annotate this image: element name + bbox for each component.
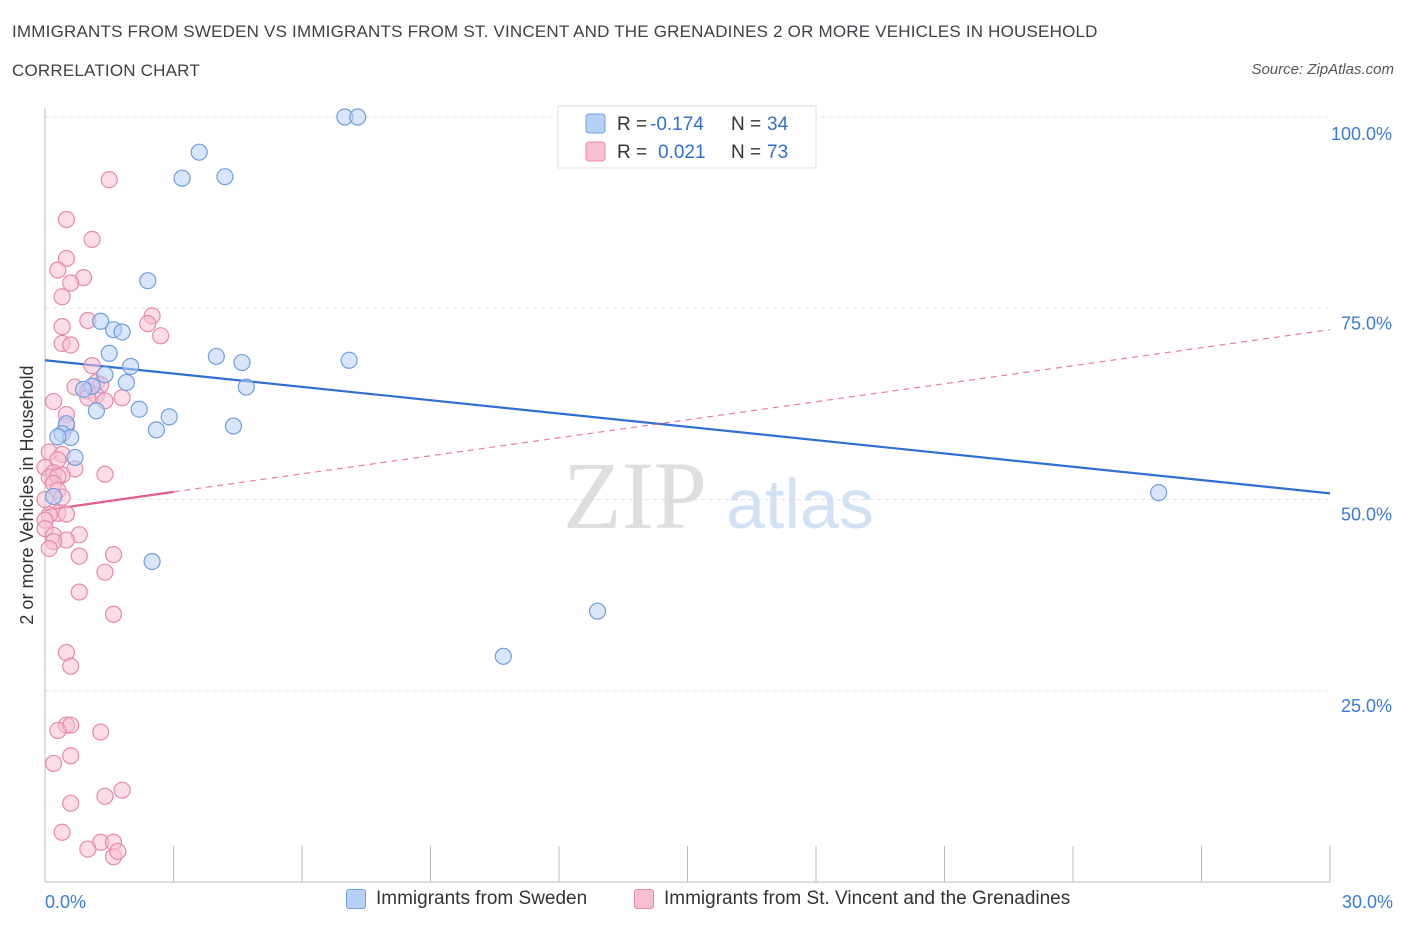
point-stvincent-12 [152, 327, 170, 345]
point-sweden-18 [74, 380, 93, 398]
point-stvincent-15 [83, 357, 101, 375]
legend-series: Immigrants from Sweden Immigrants from S… [0, 888, 1406, 918]
point-stvincent-72 [109, 842, 127, 861]
point-sweden-29 [1150, 484, 1168, 502]
legend-r-value-stvincent: 0.021 [658, 142, 706, 163]
y-tick-label: 100.0% [1331, 124, 1392, 144]
point-stvincent-70 [79, 840, 97, 858]
point-sweden-9 [100, 344, 118, 362]
point-sweden-12 [340, 351, 358, 369]
legend-item-stvincent: Immigrants from St. Vincent and the Gren… [634, 888, 1070, 910]
x-tick-label-min: 0.0% [45, 892, 86, 912]
chart-title: IMMIGRANTS FROM SWEDEN VS IMMIGRANTS FRO… [12, 22, 1098, 41]
point-stvincent-0 [100, 171, 118, 189]
legend-n-value-sweden: 34 [767, 114, 789, 135]
point-stvincent-50 [40, 539, 58, 558]
point-sweden-21 [160, 408, 178, 426]
point-sweden-6 [92, 312, 110, 330]
point-sweden-27 [49, 428, 67, 446]
legend-swatch-sweden-bottom [346, 889, 366, 909]
legend-item-sweden: Immigrants from Sweden [346, 888, 587, 910]
point-sweden-10 [207, 347, 225, 366]
point-stvincent-53 [96, 563, 114, 581]
point-sweden-2 [190, 143, 208, 161]
point-stvincent-42 [57, 505, 76, 523]
point-stvincent-54 [70, 583, 88, 601]
legend-r-label-stvincent: R = [617, 142, 647, 163]
x-tick-label-max: 30.0% [1342, 892, 1393, 912]
point-stvincent-67 [53, 823, 71, 841]
data-points [36, 108, 1168, 866]
point-sweden-33 [44, 487, 63, 506]
point-stvincent-6 [62, 274, 80, 292]
point-sweden-31 [588, 602, 607, 620]
legend-label-stvincent: Immigrants from St. Vincent and the Gren… [664, 888, 1071, 909]
point-sweden-5 [139, 272, 157, 290]
point-stvincent-60 [49, 721, 67, 740]
legend-stats: R = -0.174 N = 34 R = 0.021 N = 73 [557, 105, 817, 169]
y-tick-label: 25.0% [1341, 696, 1392, 716]
point-sweden-1 [349, 108, 367, 126]
y-axis-label: 2 or more Vehicles in Household [17, 365, 37, 624]
y-tick-label: 75.0% [1341, 313, 1392, 333]
point-sweden-23 [147, 421, 165, 439]
point-sweden-32 [494, 647, 512, 665]
y-tick-label: 50.0% [1341, 505, 1392, 525]
point-stvincent-55 [104, 605, 123, 623]
point-stvincent-7 [53, 288, 71, 306]
point-stvincent-1 [57, 210, 76, 229]
legend-n-value-stvincent: 73 [767, 142, 788, 163]
point-stvincent-34 [96, 465, 114, 483]
point-stvincent-21 [113, 389, 131, 407]
point-stvincent-66 [62, 794, 80, 812]
point-sweden-11 [233, 353, 251, 372]
watermark-zip: ZIP [563, 442, 707, 549]
point-stvincent-64 [113, 781, 131, 799]
legend-r-label-sweden: R = [617, 114, 647, 135]
axes [44, 108, 1331, 883]
point-stvincent-61 [92, 723, 110, 741]
legend-swatch-sweden [585, 113, 606, 134]
legend-n-label-sweden: N = [731, 114, 761, 135]
point-stvincent-2 [83, 230, 101, 248]
point-stvincent-9 [139, 314, 157, 333]
point-sweden-4 [216, 168, 234, 186]
point-sweden-24 [224, 417, 243, 435]
point-stvincent-62 [62, 747, 80, 765]
trend-line-stvincent-dashed [173, 329, 1331, 493]
point-sweden-14 [96, 366, 114, 384]
point-stvincent-23 [44, 392, 63, 411]
point-stvincent-51 [104, 545, 123, 564]
point-stvincent-11 [53, 318, 71, 336]
point-stvincent-65 [96, 787, 114, 805]
legend-n-label-stvincent: N = [731, 142, 761, 163]
point-sweden-15 [117, 373, 135, 392]
point-stvincent-63 [44, 754, 63, 773]
grid-lines [45, 116, 1330, 692]
point-stvincent-3 [57, 249, 76, 268]
point-sweden-19 [87, 402, 106, 420]
point-sweden-13 [122, 357, 140, 375]
point-sweden-20 [130, 400, 148, 418]
watermark: ZIP atlas [563, 442, 874, 549]
legend-r-value-sweden: -0.174 [650, 114, 704, 135]
point-sweden-3 [173, 169, 191, 187]
point-sweden-30 [143, 552, 161, 571]
tick-labels: 25.0% 50.0% 75.0% 100.0% 0.0% 30.0% [45, 124, 1393, 912]
chart-subtitle: CORRELATION CHART [12, 61, 200, 80]
point-sweden-8 [113, 323, 131, 341]
trend-line-sweden [44, 359, 1331, 495]
legend-label-sweden: Immigrants from Sweden [376, 888, 588, 909]
legend-swatch-stvincent [585, 141, 606, 162]
legend-swatch-stvincent-bottom [634, 889, 654, 909]
chart-source: Source: ZipAtlas.com [1251, 61, 1394, 78]
point-stvincent-14 [62, 336, 80, 354]
point-sweden-17 [237, 378, 255, 396]
watermark-atlas: atlas [726, 465, 874, 543]
point-stvincent-57 [62, 657, 80, 675]
point-sweden-28 [66, 448, 84, 467]
point-stvincent-52 [70, 547, 88, 565]
point-stvincent-4 [49, 261, 67, 279]
